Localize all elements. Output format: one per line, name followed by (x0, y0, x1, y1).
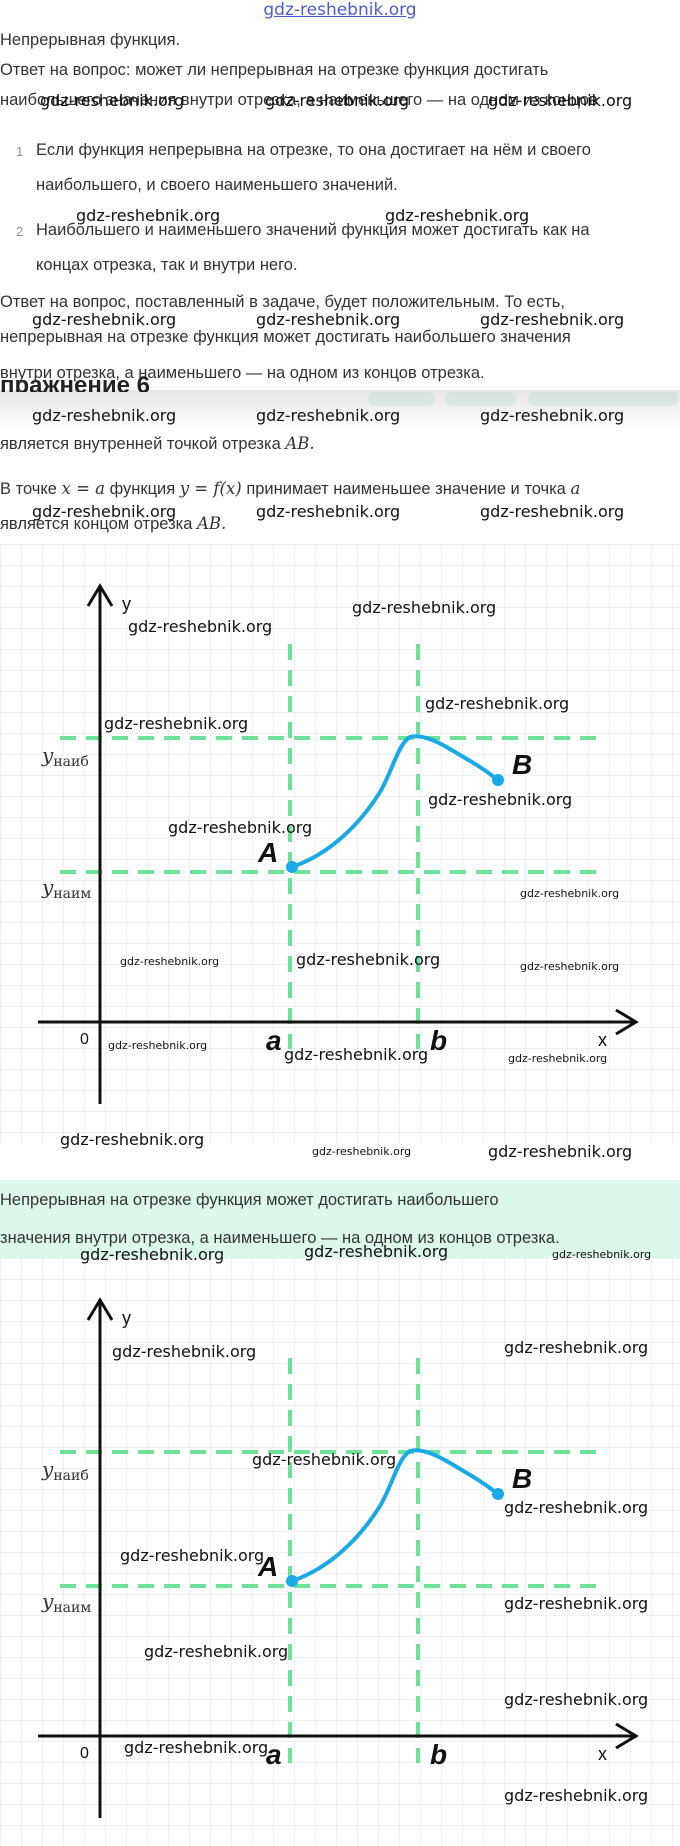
watermark: gdz-reshebnik.org (480, 406, 625, 425)
answer-line-1: Ответ на вопрос, поставленный в задаче, … (0, 293, 565, 311)
watermark: gdz-reshebnik.org (508, 1052, 608, 1065)
point-b-label: B (512, 1463, 532, 1494)
point-a-label: A (257, 1551, 278, 1582)
origin-label: 0 (80, 1031, 89, 1048)
watermark: gdz-reshebnik.org (124, 1738, 269, 1757)
watermark: gdz-reshebnik.org (425, 694, 570, 713)
watermark: gdz-reshebnik.org (256, 406, 401, 425)
faint-tab-1 (368, 392, 434, 406)
x-axis-label: x (598, 1030, 607, 1050)
watermark: gdz-reshebnik.org (520, 960, 620, 973)
conclusion-highlight (0, 1180, 680, 1258)
y-max-label: yнаиб (41, 743, 89, 770)
watermark: gdz-reshebnik.org (312, 1145, 412, 1158)
list-number-2: 2 (16, 224, 24, 239)
watermark: gdz-reshebnik.org (252, 1450, 397, 1469)
watermark: gdz-reshebnik.org (120, 955, 220, 968)
watermark: gdz-reshebnik.org (80, 1245, 225, 1264)
list-item-2-line-2: концах отрезка, так и внутри него. (36, 256, 298, 274)
watermark: gdz-reshebnik.org (504, 1690, 649, 1709)
list-item-1-line-1: Если функция непрерывна на отрезке, то о… (36, 141, 591, 159)
watermark: gdz-reshebnik.org (265, 91, 410, 110)
watermark: gdz-reshebnik.org (480, 502, 625, 521)
watermark: gdz-reshebnik.org (40, 91, 185, 110)
watermark: gdz-reshebnik.org (488, 91, 633, 110)
faint-tab-2 (446, 392, 516, 406)
y-axis-arrow (86, 1297, 114, 1321)
point-b-marker (492, 1488, 504, 1500)
explanation-line-1: является внутренней точкой отрезка AB. (0, 434, 315, 453)
watermark: gdz-reshebnik.org (504, 1786, 649, 1805)
watermark: gdz-reshebnik.org (296, 950, 441, 969)
watermark: gdz-reshebnik.org (552, 1248, 652, 1261)
watermark: gdz-reshebnik.org (504, 1338, 649, 1357)
watermark: gdz-reshebnik.org (104, 714, 249, 733)
tick-a-label: a (266, 1739, 282, 1770)
function-curve (290, 1448, 500, 1583)
watermark: gdz-reshebnik.org (480, 310, 625, 329)
watermark: gdz-reshebnik.org (128, 617, 273, 636)
watermark: gdz-reshebnik.org (256, 310, 401, 329)
y-axis-label: y (122, 1308, 131, 1328)
x-axis-label: x (598, 1744, 607, 1764)
watermark: gdz-reshebnik.org (112, 1342, 257, 1361)
tick-b-label: b (430, 1025, 447, 1056)
y-axis-arrow (86, 583, 114, 607)
watermark: gdz-reshebnik.org (520, 887, 620, 900)
grid-background (0, 544, 680, 1144)
question-line-2: наибольшего значения внутри отрезка, а н… (0, 91, 598, 109)
watermark: gdz-reshebnik.org (108, 1039, 208, 1052)
faint-tab-3 (528, 392, 678, 406)
point-b-label: B (512, 749, 532, 780)
y-axis-label: y (122, 594, 131, 614)
watermark: gdz-reshebnik.org (428, 790, 573, 809)
point-b-marker (492, 774, 504, 786)
list-number-1: 1 (16, 144, 24, 159)
explanation-line-3: является концом отрезка AB. (0, 514, 227, 533)
intro-title: Непрерывная функция. (0, 31, 181, 49)
watermark: gdz-reshebnik.org (32, 406, 177, 425)
x-axis-arrow (615, 1722, 639, 1750)
watermark: gdz-reshebnik.org (60, 1130, 205, 1149)
tick-b-label: b (430, 1739, 447, 1770)
overlapping-heading: пражнение 6 (0, 372, 150, 392)
y-min-label: yнаим (41, 875, 91, 902)
y-max-label: yнаиб (41, 1457, 89, 1484)
origin-label: 0 (80, 1745, 89, 1762)
site-header-link[interactable]: gdz-reshebnik.org (263, 0, 417, 20)
conclusion-line-1: Непрерывная на отрезке функция может дос… (0, 1191, 499, 1209)
answer-line-3: внутри отрезка, а наименьшего — на одном… (0, 364, 485, 382)
list-item-1-line-2: наибольшего, и своего наименьшего значен… (36, 176, 398, 194)
watermark: gdz-reshebnik.org (256, 502, 401, 521)
point-a-label: A (257, 837, 278, 868)
x-axis-arrow (615, 1008, 639, 1036)
point-a-marker (286, 861, 298, 873)
question-line-1: Ответ на вопрос: может ли непрерывная на… (0, 61, 549, 79)
tick-a-label: a (266, 1025, 282, 1056)
list-item-2-line-1: Наибольшего и наименьшего значений функц… (36, 221, 590, 239)
watermark: gdz-reshebnik.org (76, 206, 221, 225)
function-graph-2: y x 0 yнаиб yнаим A B a b (0, 1258, 680, 1846)
point-a-marker (286, 1575, 298, 1587)
function-curve (290, 734, 500, 869)
watermark: gdz-reshebnik.org (120, 1546, 265, 1565)
answer-line-2: непрерывная на отрезке функция может дос… (0, 328, 571, 346)
explanation-line-2: В точке x = a функция y = f(x) принимает… (0, 479, 581, 498)
y-min-label: yнаим (41, 1589, 91, 1616)
overlap-shadow (0, 390, 680, 430)
watermark: gdz-reshebnik.org (32, 310, 177, 329)
watermark: gdz-reshebnik.org (144, 1642, 289, 1661)
watermark: gdz-reshebnik.org (504, 1498, 649, 1517)
watermark: gdz-reshebnik.org (32, 502, 177, 521)
watermark: gdz-reshebnik.org (385, 206, 530, 225)
watermark: gdz-reshebnik.org (504, 1594, 649, 1613)
watermark: gdz-reshebnik.org (168, 818, 313, 837)
watermark: gdz-reshebnik.org (304, 1242, 449, 1261)
function-graph-1: y x 0 yнаиб yнаим A B a b (0, 544, 680, 1144)
watermark: gdz-reshebnik.org (284, 1045, 429, 1064)
watermark: gdz-reshebnik.org (488, 1142, 633, 1161)
conclusion-line-2: значения внутри отрезка, а наименьшего —… (0, 1229, 560, 1247)
watermark: gdz-reshebnik.org (352, 598, 497, 617)
